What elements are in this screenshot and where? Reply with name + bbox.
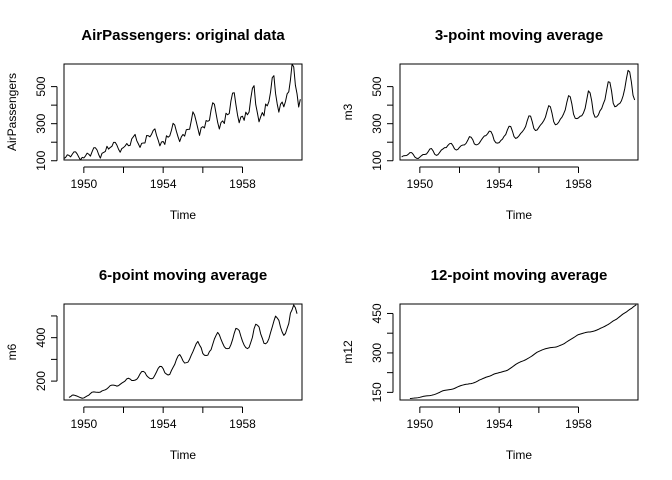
chart-panel-2: 3-point moving average 1950 1954 1958 100 300… [341, 27, 639, 222]
x-tick-label: 1958 [565, 177, 592, 191]
y-tick-label: 300 [34, 113, 48, 133]
series-line [68, 304, 298, 399]
y-tick-label: 300 [370, 113, 384, 133]
x-tick-label: 1954 [486, 177, 513, 191]
plot-box [63, 303, 303, 401]
y-tick-label: 300 [370, 343, 384, 363]
chart-panel-3: 6-point moving average 1950 1954 1958 200 400… [5, 267, 303, 462]
plot-box [399, 303, 639, 401]
y-tick-label: 100 [370, 150, 384, 170]
y-tick-label: 500 [34, 76, 48, 96]
y-axis-label: m12 [341, 340, 355, 364]
x-axis-label: Time [170, 208, 197, 222]
series-line [409, 304, 637, 399]
chart-panel-1: AirPassengers: original data 1950 1954 1958… [5, 27, 303, 222]
x-tick-label: 1958 [565, 417, 592, 431]
x-axis-label: Time [170, 448, 197, 462]
plot-box [399, 63, 639, 161]
y-tick-label: 100 [34, 150, 48, 170]
x-tick-label: 1954 [150, 417, 177, 431]
x-tick-label: 1950 [406, 177, 433, 191]
series-line [401, 69, 636, 159]
chart-title: 6-point moving average [99, 267, 267, 284]
x-tick-label: 1950 [70, 177, 97, 191]
series-line [63, 63, 301, 161]
x-axis-label: Time [506, 208, 533, 222]
x-axis-label: Time [506, 448, 533, 462]
x-tick-label: 1954 [486, 417, 513, 431]
y-axis-label: m6 [5, 343, 19, 360]
x-tick-label: 1950 [70, 417, 97, 431]
x-tick-label: 1958 [229, 177, 256, 191]
y-axis-label: AirPassengers [5, 73, 19, 151]
y-axis-label: m3 [341, 103, 355, 120]
x-tick-label: 1954 [150, 177, 177, 191]
chart-panel-4: 12-point moving average 1950 1954 1958 150 30… [341, 267, 639, 462]
chart-title: AirPassengers: original data [81, 27, 285, 44]
chart-title: 12-point moving average [431, 267, 608, 284]
x-tick-label: 1958 [229, 417, 256, 431]
chart-title: 3-point moving average [435, 27, 603, 44]
y-tick-label: 200 [34, 371, 48, 391]
y-tick-label: 400 [34, 327, 48, 347]
plot-box [63, 63, 303, 161]
x-tick-label: 1950 [406, 417, 433, 431]
y-tick-label: 450 [370, 303, 384, 323]
y-tick-label: 500 [370, 76, 384, 96]
y-tick-label: 150 [370, 382, 384, 402]
